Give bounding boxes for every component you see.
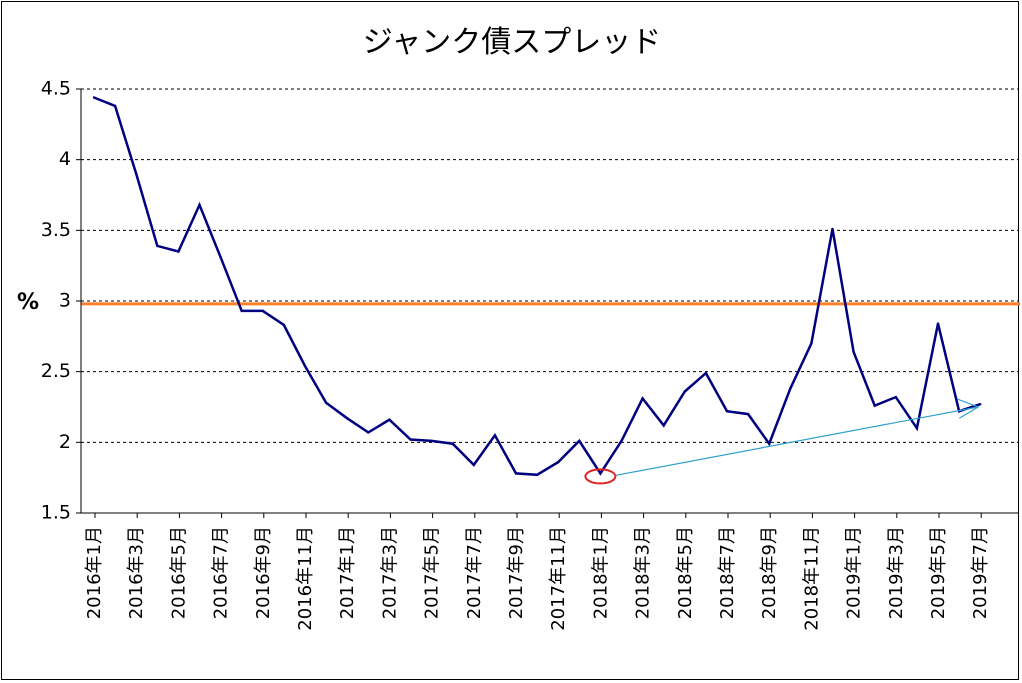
data-point [578,439,581,443]
data-point [810,342,813,345]
x-tick-label: 2018年3月 [633,526,654,619]
data-point [514,472,518,475]
data-point [261,309,264,313]
y-tick-label: 1.5 [41,502,71,524]
data-point [683,390,686,393]
x-tick-label: 2019年3月 [886,526,907,619]
data-point [367,431,370,434]
y-tick-labels: 1.5 2 2.5 3 3.5 4 4.5 [41,78,81,524]
data-point [409,438,412,441]
y-tick-label: 4.5 [41,78,71,100]
data-point [451,442,454,445]
y-tick-label: 2.5 [41,360,71,382]
data-point [219,256,222,259]
highlight-ellipse [584,468,617,485]
x-tick-label: 2018年11月 [801,526,822,631]
y-tick-label: 4 [59,148,71,170]
x-tick-label: 2018年7月 [717,526,738,619]
data-point [493,434,497,437]
data-point [388,418,391,421]
data-point [641,397,644,400]
data-point [894,395,897,399]
data-point [135,172,138,175]
x-tick-label: 2017年7月 [464,526,485,619]
trend-arrow-line [615,406,979,477]
data-point [92,96,96,99]
y-tick-label: 3 [59,290,71,312]
gridlines [81,88,1018,443]
x-tick-label: 2016年1月 [84,526,105,619]
y-tick-label: 3.5 [41,219,71,241]
data-point [557,460,560,464]
y-tick-label: 2 [59,431,71,453]
x-tick-label: 2017年1月 [337,526,358,619]
x-tick-label: 2019年1月 [844,526,865,619]
data-point [620,439,623,443]
x-tick-label: 2017年11月 [548,526,569,631]
data-point [156,244,159,248]
data-point [346,417,349,420]
chart-title: ジャンク債スプレッド [363,25,662,60]
data-point [177,250,180,253]
data-point [789,387,792,390]
data-point [324,401,328,404]
data-point [303,364,307,368]
x-tick-labels: 2016年1月 2016年3月 2016年5月 2016年7月 2016年9月 2016年… [84,513,991,631]
data-point [873,404,876,407]
data-point [113,104,117,108]
data-point [472,463,475,467]
x-tick-label: 2017年9月 [506,526,527,619]
data-point [282,323,286,327]
x-tick-label: 2016年9月 [253,526,274,619]
x-tick-label: 2017年3月 [379,526,400,619]
x-tick-label: 2017年5月 [422,526,443,619]
x-tick-label: 2016年3月 [126,526,147,619]
x-tick-label: 2018年1月 [590,526,611,619]
data-point [704,371,708,375]
data-point [599,472,602,475]
trend-arrow-head [957,398,980,419]
series-group [92,96,982,477]
x-tick-label: 2019年7月 [970,526,991,619]
data-point [852,350,855,354]
x-tick-label: 2016年5月 [168,526,189,619]
x-tick-label: 2018年9月 [759,526,780,619]
x-tick-label: 2016年11月 [295,526,316,631]
x-tick-label: 2016年7月 [211,526,232,619]
data-point [768,442,771,445]
data-point [430,439,433,443]
annotations [584,398,980,485]
data-point [240,309,243,313]
series-line [93,96,981,477]
data-point [746,412,750,416]
data-point [535,473,539,476]
data-point [725,410,729,413]
data-point [979,403,982,406]
data-point [915,427,919,430]
x-tick-label: 2019年5月 [928,526,949,619]
data-point [662,424,665,427]
data-point [198,203,201,207]
x-tick-label: 2018年5月 [675,526,696,619]
y-axis-label: % [17,290,39,315]
data-point [936,322,940,325]
data-point [831,227,834,231]
